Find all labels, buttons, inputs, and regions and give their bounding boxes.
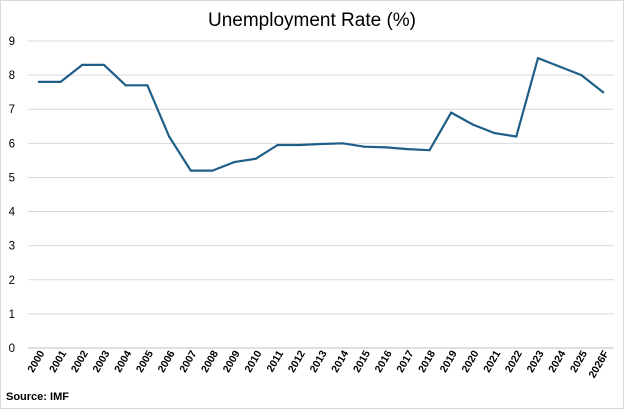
y-tick-label: 1	[9, 309, 15, 321]
x-tick-label: 2013	[308, 348, 330, 374]
x-tick-label: 2005	[134, 348, 156, 374]
data-point	[59, 80, 62, 84]
y-tick-label: 4	[9, 207, 16, 219]
x-tick-label: 2018	[416, 348, 438, 374]
data-point	[167, 135, 171, 138]
x-tick-label: 2000	[25, 348, 47, 374]
x-tick-label: 2012	[286, 348, 308, 374]
x-tick-label: 2002	[69, 348, 91, 374]
data-point	[602, 91, 605, 94]
data-point	[580, 74, 583, 77]
data-point	[124, 84, 127, 87]
series-layer	[37, 56, 605, 172]
x-tick-label: 2023	[525, 348, 547, 374]
data-point	[341, 142, 344, 145]
x-tick-label: 2006	[156, 348, 178, 374]
x-tick-label: 2025	[568, 348, 590, 374]
data-point	[471, 123, 475, 126]
x-tick-label: 2014	[329, 348, 351, 374]
chart-title: Unemployment Rate (%)	[208, 10, 416, 31]
data-point	[254, 157, 257, 160]
data-point	[233, 160, 236, 164]
data-point	[146, 84, 149, 87]
data-point	[211, 169, 214, 172]
x-tick-label: 2008	[199, 348, 221, 374]
y-tick-label: 7	[9, 104, 15, 116]
source-note: Source: IMF	[6, 391, 69, 403]
gridlines	[28, 40, 614, 349]
y-tick-label: 2	[9, 275, 15, 287]
y-tick-label: 8	[9, 70, 15, 82]
y-tick-label: 5	[9, 172, 15, 184]
data-point	[558, 65, 561, 68]
x-tick-label: 2015	[351, 348, 373, 374]
x-tick-label: 2011	[264, 348, 286, 374]
data-point	[298, 143, 301, 147]
x-tick-label: 2017	[394, 348, 416, 374]
x-tick-label: 2004	[112, 348, 134, 374]
x-tick-label: 2019	[438, 348, 460, 374]
data-point	[319, 142, 323, 146]
x-tick-label: 2001	[47, 348, 69, 374]
data-point	[189, 169, 192, 172]
x-tick-label: 2009	[221, 348, 243, 374]
x-tick-label: 2010	[242, 348, 264, 374]
x-tick-label: 2020	[459, 348, 481, 374]
data-point	[276, 143, 279, 147]
x-tick-label: 2003	[90, 348, 112, 374]
data-point	[536, 56, 540, 60]
x-tick-label: 2022	[503, 348, 525, 374]
data-point	[363, 145, 366, 148]
x-axis-ticks: 2000 2001 2002 2003 2004 2005 2006 2007 2008 2009…	[25, 348, 612, 380]
data-point	[428, 149, 431, 152]
data-point	[493, 132, 496, 135]
x-tick-label: 2016	[373, 348, 395, 374]
data-point	[102, 63, 106, 66]
y-tick-label: 0	[9, 343, 15, 355]
y-axis-ticks: 0 1 2 3 4 5 6 7 8 9	[9, 36, 16, 355]
x-tick-label: 2024	[546, 348, 568, 374]
data-point	[450, 111, 453, 114]
data-point	[81, 63, 84, 66]
y-tick-label: 9	[9, 36, 15, 48]
x-tick-label: 2021	[481, 348, 503, 374]
x-tick-label: 2026F	[586, 348, 612, 380]
data-point	[385, 146, 388, 149]
x-tick-label: 2007	[177, 348, 199, 374]
y-tick-label: 6	[9, 138, 15, 150]
data-point	[515, 135, 518, 138]
data-point	[406, 148, 409, 151]
data-point	[37, 80, 40, 84]
y-tick-label: 3	[9, 241, 15, 253]
